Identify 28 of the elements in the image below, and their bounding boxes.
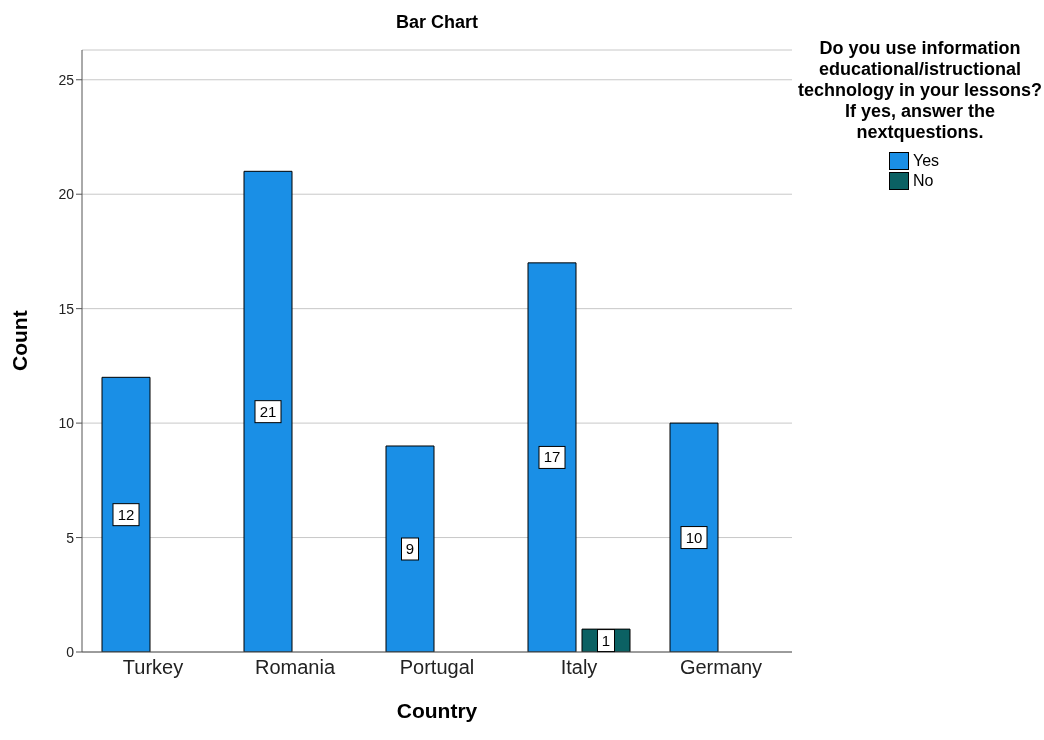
data-label: 17 — [543, 448, 561, 466]
legend-label: No — [913, 172, 934, 190]
y-tick-label: 25 — [58, 71, 75, 88]
data-label: 21 — [259, 402, 277, 420]
bar — [243, 170, 293, 652]
y-tick-label: 15 — [58, 300, 75, 317]
x-tick-label: Romania — [254, 656, 336, 679]
chart-title: Bar Chart — [395, 12, 479, 33]
bar — [669, 422, 719, 652]
bar — [385, 445, 435, 652]
bar — [101, 376, 151, 652]
y-tick-label: 10 — [58, 415, 75, 432]
x-tick-label: Italy — [560, 656, 598, 679]
legend-label: Yes — [913, 152, 940, 170]
x-axis-title: Country — [396, 699, 478, 722]
y-tick-label: 20 — [58, 186, 75, 203]
x-tick-label: Germany — [679, 656, 763, 679]
y-axis-title: Count — [8, 310, 32, 371]
data-label: 12 — [117, 505, 135, 523]
y-tick-label: 5 — [66, 529, 75, 546]
x-tick-label: Turkey — [122, 656, 184, 679]
data-label: 10 — [685, 528, 703, 546]
y-tick-label: 0 — [66, 643, 75, 660]
legend-title: Do you use information educational/istructional technology in your lessons? If yes, answer the nextquestions. — [796, 38, 1043, 143]
data-label: 9 — [405, 540, 415, 557]
data-label: 1 — [601, 631, 611, 649]
bar — [527, 262, 577, 652]
x-tick-label: Portugal — [399, 656, 475, 679]
